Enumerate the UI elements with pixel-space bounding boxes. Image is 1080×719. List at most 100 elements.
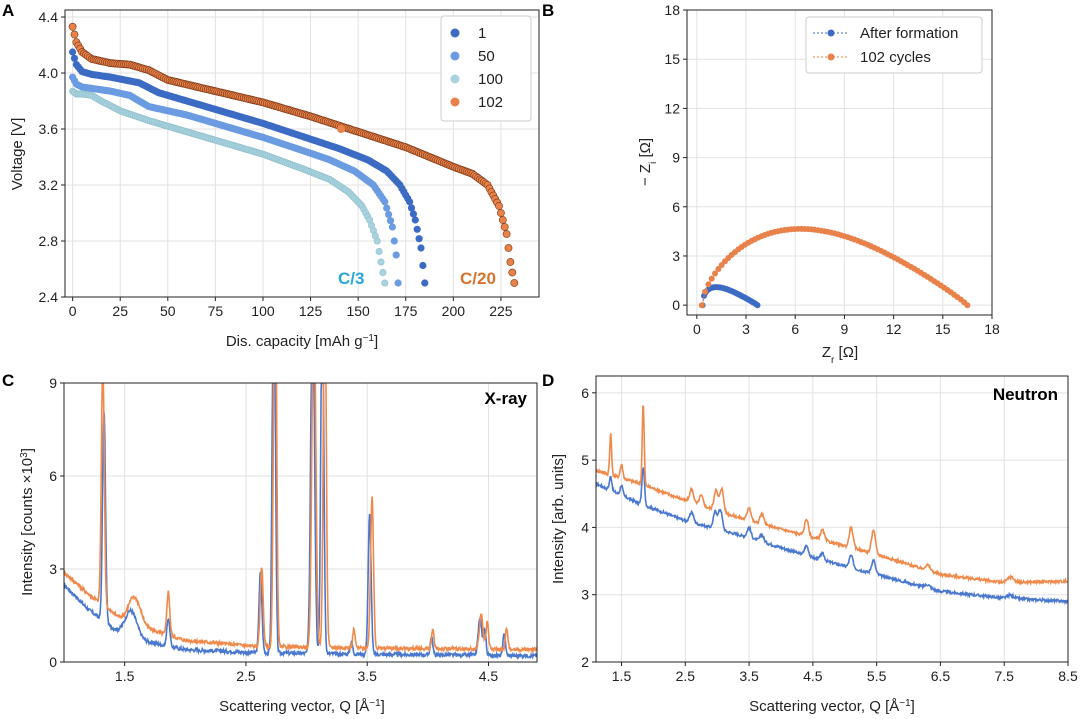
data-point-1 (417, 244, 425, 252)
legend-label-after-formation: After formation (860, 25, 958, 42)
x-tick-label: 50 (160, 303, 176, 319)
series-100 (69, 87, 389, 287)
data-point-100 (375, 248, 383, 256)
x-tick-label: 4.5 (479, 668, 499, 684)
panel-b-xlabel: Zr [Ω] (822, 344, 858, 366)
data-point-100 (379, 268, 387, 276)
legend-label-102: 102 (478, 94, 503, 111)
data-point (705, 281, 712, 288)
data-point-1 (411, 216, 419, 224)
panel-b-frame (686, 9, 993, 316)
x-tick-label: 1.5 (612, 668, 632, 684)
data-point-102 (498, 216, 507, 224)
y-tick-label: 6 (672, 199, 680, 215)
panel-b-xticks: 0 3 6 9 12 15 18 (693, 315, 1000, 337)
data-point-1 (421, 279, 429, 287)
panel-b-label: B (542, 1, 554, 20)
series-after-formation (699, 284, 761, 309)
legend-marker-50 (450, 51, 460, 61)
legend-label-100: 100 (478, 71, 503, 88)
x-tick-label: 200 (442, 303, 466, 319)
y-tick-label: 0 (672, 297, 680, 313)
data-point-100 (381, 279, 389, 287)
y-tick-label: 15 (664, 51, 680, 67)
y-tick-label: 2.4 (39, 289, 59, 305)
data-point-50 (386, 217, 395, 225)
y-tick-label: 3.6 (39, 121, 59, 137)
panel-b-legend: After formation 102 cycles (805, 16, 983, 74)
data-point (702, 288, 709, 295)
x-tick-label: 6 (791, 321, 799, 337)
x-tick-label: 5.5 (867, 668, 887, 684)
data-point-1 (419, 261, 427, 270)
panel-a-xlabel: Dis. capacity [mAh g−1] (226, 333, 378, 351)
x-tick-label: 4.5 (803, 668, 823, 684)
data-point-50 (394, 279, 402, 287)
panel-c-data (64, 383, 537, 661)
x-tick-label: 18 (984, 321, 1000, 337)
data-point-100 (373, 237, 381, 245)
panel-d-xlabel: Scattering vector, Q [Å−1] (749, 698, 915, 716)
data-point (715, 266, 722, 272)
x-tick-label: 75 (208, 303, 224, 319)
series-1 (69, 48, 429, 287)
panel-c-label: C (2, 371, 14, 390)
panel-c-xlabel: Scattering vector, Q [Å−1] (219, 698, 385, 716)
data-point-102-outlier (337, 125, 346, 133)
y-tick-label: 3.2 (39, 177, 59, 193)
data-point-102 (70, 30, 79, 39)
panel-a-ylabel: Voltage [V] (9, 118, 26, 191)
panel-a-legend-box (440, 15, 532, 122)
panel-a-frame (64, 9, 540, 298)
data-point-102 (506, 258, 515, 266)
annotation-c3: C/3 (338, 269, 364, 288)
panel-d-data (596, 405, 1068, 606)
x-tick-label: 150 (346, 303, 370, 319)
y-tick-label: 2 (581, 654, 589, 670)
data-point (964, 302, 971, 309)
x-tick-label: 25 (112, 303, 128, 319)
data-point (708, 275, 715, 282)
legend-marker-102 (450, 97, 460, 107)
panel-c-title: X-ray (484, 389, 527, 408)
x-tick-label: 7.5 (994, 668, 1014, 684)
legend-marker-100 (450, 74, 460, 84)
legend-label-50: 50 (478, 48, 495, 65)
spectrum-line-102-cycles (64, 383, 537, 654)
x-tick-label: 0 (693, 321, 701, 337)
series-102 (68, 22, 519, 287)
data-point-1 (70, 54, 79, 62)
x-tick-label: 0 (69, 303, 77, 319)
panel-d-frame (595, 375, 1069, 663)
panel-d-grid (596, 376, 1069, 663)
panel-c: C 1.5 2.5 3.5 4.5 0 3 6 9 X-ray Scattering vec… (2, 371, 538, 716)
y-tick-label: 9 (672, 150, 680, 166)
data-point-1 (69, 48, 77, 56)
x-tick-label: 12 (886, 321, 902, 337)
series-50 (69, 73, 402, 287)
data-point-50 (381, 198, 389, 206)
y-tick-label: 2.8 (39, 233, 59, 249)
panel-c-yticks: 0 3 6 9 (49, 375, 64, 670)
data-point-1 (407, 204, 416, 212)
data-point-102 (500, 223, 509, 231)
x-tick-label: 175 (394, 303, 418, 319)
panel-d-ylabel: Intensity [arb. units] (550, 454, 567, 584)
legend-marker-after-formation (827, 29, 835, 37)
legend-label-1: 1 (478, 25, 486, 42)
x-tick-label: 225 (489, 303, 513, 319)
data-point-102 (502, 230, 511, 238)
data-point (754, 302, 761, 309)
panel-c-xticks: 1.5 2.5 3.5 4.5 (115, 662, 499, 684)
series-102-cycles (698, 225, 971, 309)
x-tick-label: 3.5 (357, 668, 377, 684)
x-tick-label: 1.5 (115, 668, 135, 684)
y-tick-label: 4.4 (39, 9, 59, 25)
x-tick-label: 9 (841, 321, 849, 337)
data-point-1 (413, 225, 421, 233)
data-point-102 (496, 209, 505, 217)
x-tick-label: 2.5 (236, 668, 256, 684)
panel-d-label: D (542, 371, 554, 390)
